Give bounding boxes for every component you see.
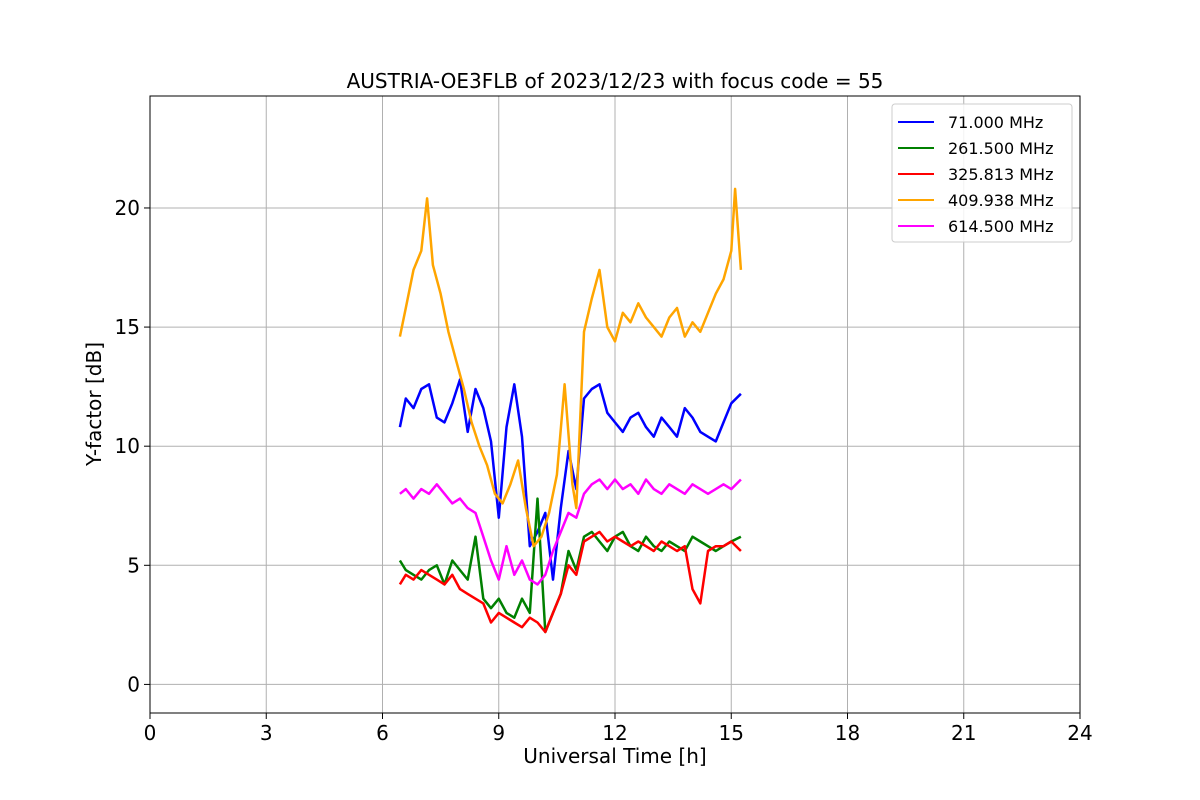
x-tick-label: 24 [1067,721,1092,745]
y-tick-label: 10 [115,434,140,458]
legend-label-3: 409.938 MHz [948,191,1053,210]
tick-layer: 0 3 6 9 12 15 18 21 24 0 5 10 15 20 [115,196,1093,745]
chart-title: AUSTRIA-OE3FLB of 2023/12/23 with focus … [347,69,884,93]
legend-label-4: 614.500 MHz [948,217,1053,236]
x-tick-label: 21 [951,721,976,745]
x-tick-label: 6 [376,721,389,745]
y-tick-label: 15 [115,315,140,339]
legend-label-0: 71.000 MHz [948,113,1043,132]
x-tick-label: 12 [602,721,627,745]
legend-label-2: 325.813 MHz [948,165,1053,184]
series-line-1 [398,497,742,634]
legend: 71.000 MHz 261.500 MHz 325.813 MHz 409.9… [891,103,1073,243]
y-axis-label: Y-factor [dB] [82,342,106,467]
series-line-2 [398,530,742,634]
legend-box [891,103,1073,243]
legend-label-1: 261.500 MHz [948,139,1053,158]
series-line-4 [399,478,742,586]
x-axis-label: Universal Time [h] [523,744,706,768]
series-layer [398,187,743,634]
x-tick-label: 15 [719,721,744,745]
x-tick-label: 0 [144,721,157,745]
series-line-0 [398,378,742,581]
y-tick-label: 5 [127,553,140,577]
x-tick-label: 9 [492,721,505,745]
y-tick-label: 0 [127,672,140,696]
x-tick-label: 3 [260,721,273,745]
x-tick-label: 18 [835,721,860,745]
y-tick-label: 20 [115,196,140,220]
series-line-3 [398,187,743,548]
